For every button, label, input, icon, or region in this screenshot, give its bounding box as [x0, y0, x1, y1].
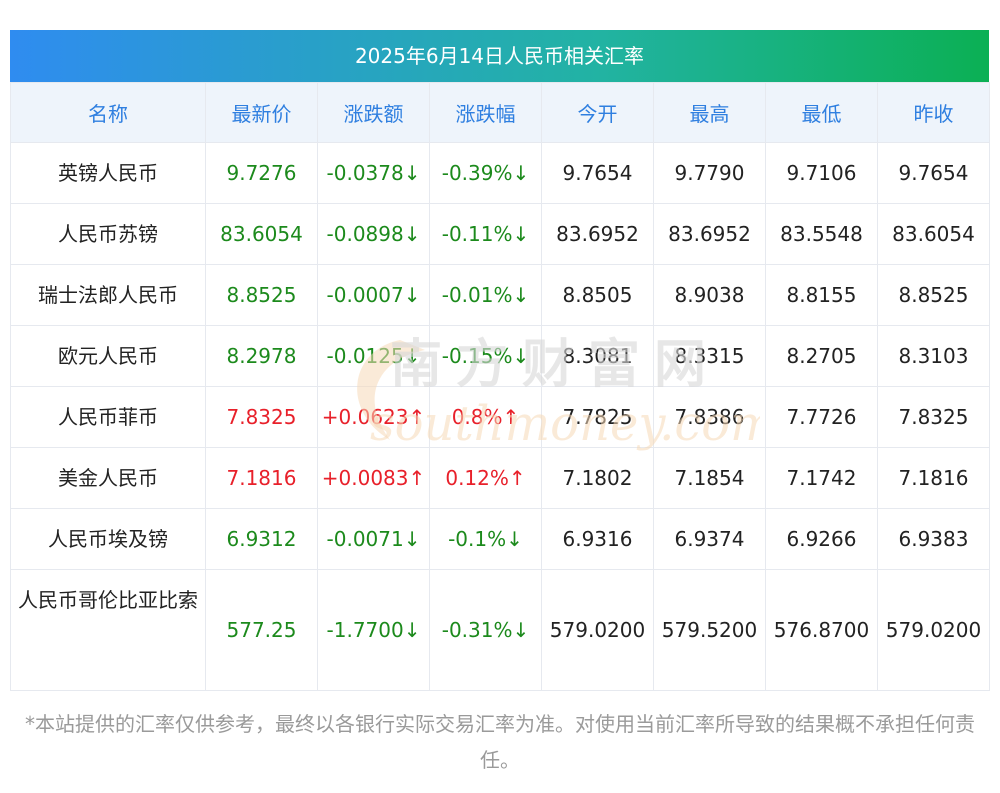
cell-latest: 8.2978 — [205, 325, 318, 387]
cell-high: 8.3315 — [653, 325, 766, 387]
cell-change: +0.0083↑ — [317, 447, 430, 509]
cell-low: 576.8700 — [765, 569, 878, 691]
cell-latest: 7.8325 — [205, 386, 318, 448]
cell-high: 7.8386 — [653, 386, 766, 448]
cell-change: +0.0623↑ — [317, 386, 430, 448]
cell-prev: 7.8325 — [877, 386, 990, 448]
table-row: 人民币苏镑 83.6054 -0.0898↓ -0.11%↓ 83.6952 83.695… — [10, 203, 990, 265]
cell-name: 英镑人民币 — [10, 142, 206, 204]
cell-name: 人民币菲币 — [10, 386, 206, 448]
cell-prev: 6.9383 — [877, 508, 990, 570]
col-header-open: 今开 — [541, 82, 654, 143]
col-header-high: 最高 — [653, 82, 766, 143]
table-row: 人民币埃及镑 6.9312 -0.0071↓ -0.1%↓ 6.9316 6.9374 6.… — [10, 508, 990, 570]
cell-low: 8.8155 — [765, 264, 878, 326]
table-row: 美金人民币 7.1816 +0.0083↑ 0.12%↑ 7.1802 7.1854 7.1… — [10, 447, 990, 509]
cell-high: 9.7790 — [653, 142, 766, 204]
table-row: 欧元人民币 8.2978 -0.0125↓ -0.15%↓ 8.3081 8.3315 8.… — [10, 325, 990, 387]
cell-latest: 577.25 — [205, 569, 318, 691]
cell-open: 579.0200 — [541, 569, 654, 691]
table-row: 人民币哥伦比亚比索 577.25 -1.7700↓ -0.31%↓ 579.0200 57… — [10, 569, 990, 691]
cell-prev: 8.3103 — [877, 325, 990, 387]
cell-prev: 9.7654 — [877, 142, 990, 204]
col-header-change: 涨跌额 — [317, 82, 430, 143]
cell-open: 7.7825 — [541, 386, 654, 448]
cell-change: -0.0898↓ — [317, 203, 430, 265]
cell-low: 7.1742 — [765, 447, 878, 509]
cell-name: 瑞士法郎人民币 — [10, 264, 206, 326]
col-header-prev: 昨收 — [877, 82, 990, 143]
cell-pct: -0.01%↓ — [429, 264, 542, 326]
cell-high: 6.9374 — [653, 508, 766, 570]
cell-change: -0.0071↓ — [317, 508, 430, 570]
cell-change: -0.0125↓ — [317, 325, 430, 387]
cell-name: 欧元人民币 — [10, 325, 206, 387]
col-header-pct: 涨跌幅 — [429, 82, 542, 143]
cell-latest: 6.9312 — [205, 508, 318, 570]
cell-pct: 0.12%↑ — [429, 447, 542, 509]
cell-pct: -0.31%↓ — [429, 569, 542, 691]
cell-name: 人民币埃及镑 — [10, 508, 206, 570]
cell-prev: 7.1816 — [877, 447, 990, 509]
cell-pct: 0.8%↑ — [429, 386, 542, 448]
col-header-latest: 最新价 — [205, 82, 318, 143]
cell-low: 7.7726 — [765, 386, 878, 448]
table-row: 瑞士法郎人民币 8.8525 -0.0007↓ -0.01%↓ 8.8505 8.9038… — [10, 264, 990, 326]
cell-open: 9.7654 — [541, 142, 654, 204]
cell-change: -0.0378↓ — [317, 142, 430, 204]
cell-low: 83.5548 — [765, 203, 878, 265]
cell-high: 83.6952 — [653, 203, 766, 265]
cell-prev: 8.8525 — [877, 264, 990, 326]
cell-low: 6.9266 — [765, 508, 878, 570]
cell-pct: -0.11%↓ — [429, 203, 542, 265]
cell-name: 人民币苏镑 — [10, 203, 206, 265]
cell-pct: -0.15%↓ — [429, 325, 542, 387]
cell-latest: 8.8525 — [205, 264, 318, 326]
cell-low: 9.7106 — [765, 142, 878, 204]
cell-low: 8.2705 — [765, 325, 878, 387]
disclaimer-text: *本站提供的汇率仅供参考，最终以各银行实际交易汇率为准。对使用当前汇率所导致的结… — [25, 712, 975, 772]
cell-prev: 579.0200 — [877, 569, 990, 691]
table-row: 英镑人民币 9.7276 -0.0378↓ -0.39%↓ 9.7654 9.7790 9.… — [10, 142, 990, 204]
cell-open: 7.1802 — [541, 447, 654, 509]
cell-open: 8.8505 — [541, 264, 654, 326]
cell-open: 6.9316 — [541, 508, 654, 570]
cell-high: 579.5200 — [653, 569, 766, 691]
cell-change: -1.7700↓ — [317, 569, 430, 691]
cell-latest: 7.1816 — [205, 447, 318, 509]
cell-open: 8.3081 — [541, 325, 654, 387]
header-row: 名称 最新价 涨跌额 涨跌幅 今开 最高 最低 昨收 — [10, 82, 990, 143]
cell-name: 美金人民币 — [10, 447, 206, 509]
cell-name: 人民币哥伦比亚比索 — [10, 569, 206, 691]
cell-prev: 83.6054 — [877, 203, 990, 265]
cell-high: 8.9038 — [653, 264, 766, 326]
cell-latest: 83.6054 — [205, 203, 318, 265]
cell-latest: 9.7276 — [205, 142, 318, 204]
rates-panel: 2025年6月14日人民币相关汇率 名称 最新价 涨跌额 涨跌幅 今开 最高 最… — [10, 30, 990, 691]
table-title: 2025年6月14日人民币相关汇率 — [10, 30, 989, 82]
cell-pct: -0.1%↓ — [429, 508, 542, 570]
rates-table: 名称 最新价 涨跌额 涨跌幅 今开 最高 最低 昨收 英镑人民币 9.7276 -0… — [10, 82, 990, 691]
cell-open: 83.6952 — [541, 203, 654, 265]
table-row: 人民币菲币 7.8325 +0.0623↑ 0.8%↑ 7.7825 7.8386 7.77… — [10, 386, 990, 448]
cell-high: 7.1854 — [653, 447, 766, 509]
cell-change: -0.0007↓ — [317, 264, 430, 326]
col-header-low: 最低 — [765, 82, 878, 143]
cell-pct: -0.39%↓ — [429, 142, 542, 204]
col-header-name: 名称 — [10, 82, 206, 143]
